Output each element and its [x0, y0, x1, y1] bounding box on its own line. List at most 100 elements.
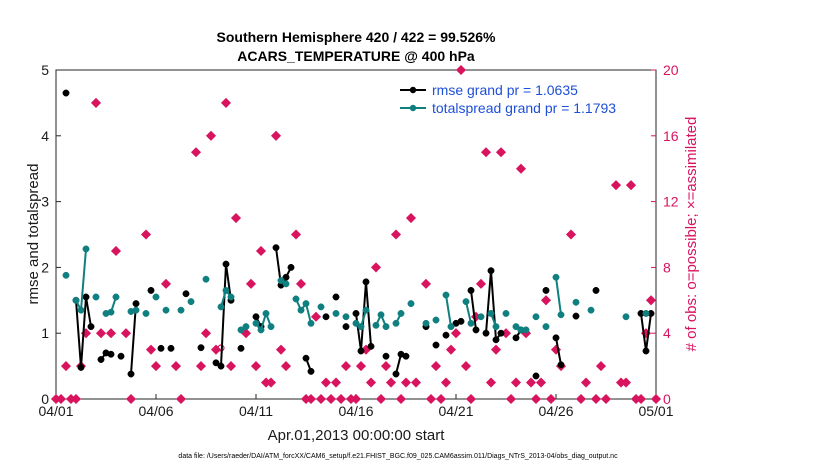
totalspread-point — [502, 310, 510, 317]
rmse-point — [487, 267, 495, 275]
obs-possible-point — [205, 130, 217, 141]
totalspread-point — [92, 293, 100, 301]
y-left-tick-label: 5 — [41, 62, 49, 78]
rmse-point — [542, 286, 550, 294]
obs-possible-point — [505, 393, 517, 405]
obs-possible-point — [255, 245, 267, 256]
obs-possible-point — [460, 361, 472, 372]
totalspread-point — [422, 319, 430, 327]
obs-possible-point — [385, 377, 397, 388]
obs-possible-point — [590, 393, 602, 405]
rmse-point — [77, 363, 85, 371]
totalspread-point — [462, 298, 470, 306]
rmse-point — [572, 312, 580, 320]
obs-possible-point — [250, 361, 262, 372]
obs-possible-point — [60, 361, 72, 372]
obs-possible-point — [370, 262, 382, 273]
rmse-segment — [220, 264, 227, 367]
obs-possible-point — [140, 229, 152, 240]
rmse-point — [642, 347, 650, 355]
rmse-point — [182, 290, 190, 298]
x-tick-label: 04/11 — [239, 403, 273, 419]
totalspread-segment — [80, 248, 87, 311]
x-tick-label: 04/26 — [538, 403, 573, 419]
footer-data-file: data file: /Users/raeder/DAI/ATM_forcXX/… — [178, 453, 618, 460]
rmse-point — [357, 347, 365, 355]
totalspread-segment — [445, 294, 452, 327]
obs-possible-point — [545, 393, 557, 405]
rmse-point — [432, 341, 440, 349]
obs-possible-point — [580, 377, 592, 388]
obs-possible-point — [420, 278, 432, 289]
obs-possible-point — [540, 295, 552, 306]
obs-possible-point — [595, 361, 607, 372]
rmse-point — [157, 344, 165, 352]
totalspread-point — [317, 303, 325, 311]
obs-possible-point — [170, 361, 182, 372]
rmse-point — [222, 260, 230, 268]
totalspread-point — [202, 275, 210, 283]
rmse-point — [402, 352, 410, 360]
obs-possible-point — [325, 393, 337, 405]
totalspread-point — [62, 271, 70, 279]
totalspread-point — [512, 323, 520, 331]
totalspread-segment — [555, 277, 562, 315]
obs-possible-point — [425, 393, 437, 405]
rmse-point — [467, 286, 475, 294]
y-left-tick-label: 1 — [41, 325, 49, 341]
obs-possible-point — [295, 278, 307, 289]
obs-possible-point — [410, 377, 422, 388]
rmse-point — [252, 313, 260, 321]
totalspread-point — [112, 293, 120, 301]
rmse-point — [87, 323, 95, 331]
obs-possible-point — [635, 393, 647, 405]
totalspread-point — [332, 310, 340, 317]
rmse-point — [512, 334, 520, 342]
obs-possible-point — [380, 361, 392, 372]
x-tick-label: 04/01 — [38, 403, 73, 419]
obs-possible-point — [160, 278, 172, 289]
obs-possible-point — [305, 393, 317, 405]
totalspread-point — [447, 323, 455, 331]
obs-possible-point — [195, 361, 207, 372]
rmse-point — [62, 89, 70, 97]
obs-possible-point — [350, 393, 362, 405]
totalspread-point — [442, 291, 450, 299]
totalspread-point — [152, 293, 160, 301]
totalspread-point — [587, 306, 595, 314]
rmse-segment — [80, 296, 87, 368]
obs-possible-point — [70, 393, 82, 405]
rmse-point — [592, 286, 600, 294]
obs-possible-point — [495, 147, 507, 158]
obs-possible-point — [365, 377, 377, 388]
obs-possible-point — [645, 295, 657, 306]
obs-possible-point — [575, 393, 587, 405]
y-right-tick-label: 4 — [663, 325, 671, 341]
rmse-point — [217, 362, 225, 370]
x-axis-label: Apr.01,2013 00:00:00 start — [268, 427, 446, 444]
obs-possible-point — [95, 328, 107, 339]
totalspread-point — [477, 313, 485, 321]
rmse-point — [367, 342, 375, 350]
totalspread-point — [542, 323, 550, 331]
rmse-point — [382, 352, 390, 360]
rmse-point — [322, 313, 330, 321]
legend-marker-totalspread — [409, 104, 417, 112]
totalspread-point — [177, 306, 185, 314]
obs-possible-point — [110, 245, 122, 256]
obs-possible-point — [390, 229, 402, 240]
obs-possible-point — [395, 393, 407, 405]
totalspread-point — [262, 310, 270, 317]
totalspread-point — [142, 310, 150, 317]
totalspread-point — [267, 323, 275, 331]
rmse-point — [167, 344, 175, 352]
y-left-tick-label: 4 — [41, 128, 49, 144]
rmse-segment — [365, 281, 372, 347]
obs-possible-point — [530, 393, 542, 405]
obs-possible-point — [125, 393, 137, 405]
totalspread-point — [162, 306, 170, 314]
obs-possible-point — [335, 393, 347, 405]
obs-possible-point — [270, 130, 282, 141]
obs-possible-point — [465, 393, 477, 405]
